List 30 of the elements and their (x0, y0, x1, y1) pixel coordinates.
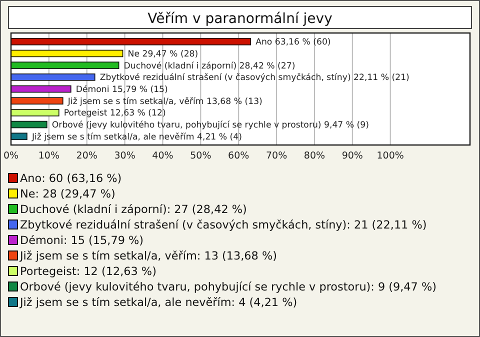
data-label: Duchové (kladní i záporní) 28,42 % (27) (124, 61, 296, 72)
data-label: Orbové (jevy kulovitého tvaru, pohybující se rychle v prostoru) 9,47 % (9) (52, 120, 369, 131)
x-tick-label: 90% (342, 150, 363, 162)
legend-label: Ano: 60 (63,16 %) (20, 172, 122, 185)
x-tick-label: 20% (76, 150, 98, 162)
x-tick-label: 0% (3, 150, 19, 162)
x-tick-label: 40% (152, 150, 174, 162)
x-tick-label: 50% (190, 150, 212, 162)
x-tick-label: 80% (304, 150, 326, 162)
legend-label: Duchové (kladní i záporní): 27 (28,42 %) (20, 203, 247, 216)
legend-label: Démoni: 15 (15,79 %) (20, 234, 144, 247)
legend-label: Ne: 28 (29,47 %) (20, 188, 116, 200)
data-label: Portegeist 12,63 % (12) (64, 108, 166, 119)
data-label: Již jsem se s tím setkal/a, ale nevěřím 4,21 % (4) (30, 132, 242, 142)
chart-title: Věřím v paranormální jevy (148, 11, 332, 27)
legend-label: Orbové (jevy kulovitého tvaru, pohybující se rychle v prostoru): 9 (9,47 %) (20, 280, 436, 294)
x-tick-label: 100% (376, 150, 404, 162)
data-label: Ano 63,16 % (60) (256, 38, 331, 48)
x-tick-label: 60% (228, 150, 250, 162)
legend-label: Portegeist: 12 (12,63 %) (20, 265, 156, 278)
data-label: Démoni 15,79 % (15) (76, 85, 168, 95)
x-tick-label: 10% (38, 150, 60, 162)
legend-label: Zbytkové reziduální strašení (v časových smyčkách, stíny): 21 (22,11 %) (20, 218, 427, 232)
x-tick-label: 70% (266, 150, 288, 162)
data-label: Již jsem se s tím setkal/a, věřím 13,68 % (13) (66, 96, 262, 107)
data-label: Ne 29,47 % (28) (128, 49, 198, 60)
legend-label: Již jsem se s tím setkal/a, věřím: 13 (13,68 %) (19, 250, 277, 262)
x-tick-label: 30% (114, 150, 136, 162)
data-label: Zbytkové reziduální strašení (v časových smyčkách, stíny) 22,11 % (21) (100, 73, 410, 84)
legend-label: Již jsem se s tím setkal/a, ale nevěřím: 4 (4,21 %) (19, 296, 298, 309)
